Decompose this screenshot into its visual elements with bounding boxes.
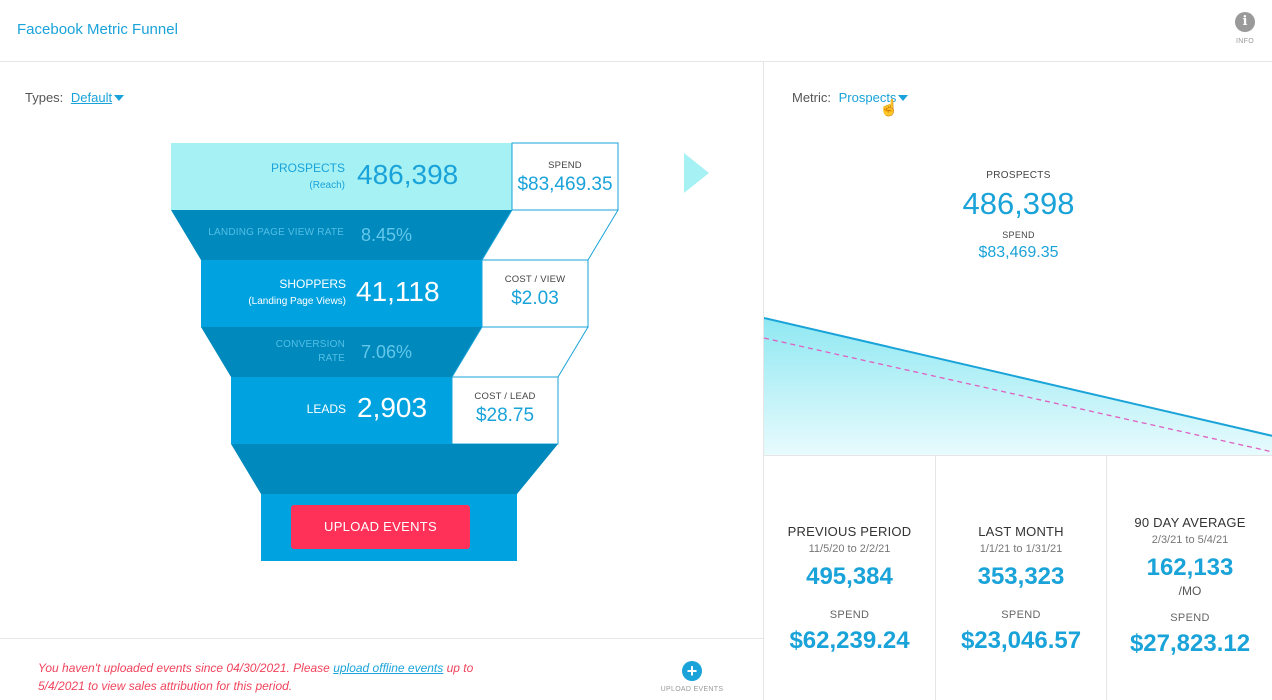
- stat-unit: /MO: [1178, 584, 1202, 598]
- cost-lead-value: $28.75: [475, 405, 535, 426]
- upload-warning-message: You haven't uploaded events since 04/30/…: [38, 659, 488, 695]
- chevron-down-icon[interactable]: [898, 94, 909, 101]
- metric-panel: Metric: Prospects ☝ PROSPECTS 486,398 SP…: [763, 62, 1272, 700]
- funnel-stage-leads: [231, 377, 452, 444]
- stat-spend: $62,239.24: [789, 627, 910, 654]
- trend-chart: [764, 317, 1272, 455]
- funnel-graphic: [171, 142, 619, 561]
- comparison-stats: PREVIOUS PERIOD 11/5/20 to 2/2/21 495,38…: [764, 455, 1272, 700]
- metric-summary: PROSPECTS 486,398 SPEND $83,469.35: [764, 170, 1272, 262]
- trend-average-line: [764, 337, 1272, 453]
- play-arrow-icon[interactable]: [684, 153, 709, 193]
- stat-title: PREVIOUS PERIOD: [787, 524, 912, 539]
- stat-spend-label: SPEND: [1001, 609, 1041, 621]
- chevron-down-icon[interactable]: [114, 94, 125, 101]
- conversion-rate-label: CONVERSION RATE: [245, 338, 345, 366]
- funnel-transition-lpv: [171, 210, 512, 260]
- prospects-value: 486,398: [357, 159, 459, 190]
- info-icon: i: [1235, 12, 1255, 32]
- page-title: Facebook Metric Funnel: [17, 21, 178, 38]
- shoppers-label: SHOPPERS (Landing Page Views): [216, 275, 346, 311]
- stat-spend-label: SPEND: [1170, 612, 1210, 624]
- summary-value: 486,398: [962, 186, 1075, 221]
- trend-line: [764, 317, 1272, 437]
- footer-bar: You haven't uploaded events since 04/30/…: [0, 638, 763, 700]
- stat-value: 495,384: [806, 563, 893, 590]
- metric-dropdown[interactable]: Prospects: [838, 90, 897, 105]
- leads-value: 2,903: [357, 392, 428, 423]
- upload-events-button[interactable]: UPLOAD EVENTS: [291, 505, 470, 549]
- stat-range: 1/1/21 to 1/31/21: [979, 543, 1063, 555]
- leads-side-box: [451, 376, 559, 445]
- leads-label: LEADS: [306, 402, 346, 416]
- stat-value: 162,133: [1146, 554, 1234, 581]
- prospects-spend: SPEND $83,469.35: [512, 160, 618, 196]
- shoppers-side-box: [481, 259, 589, 328]
- funnel-transition-bottom: [231, 444, 558, 494]
- types-dropdown[interactable]: Default: [70, 90, 113, 105]
- stat-spend: $23,046.57: [960, 627, 1082, 654]
- shoppers-cost-view: COST / VIEW $2.03: [482, 274, 588, 310]
- conversion-label-line2: RATE: [318, 353, 345, 364]
- cost-lead-label: COST / LEAD: [474, 391, 536, 402]
- stat-previous-period: PREVIOUS PERIOD 11/5/20 to 2/2/21 495,38…: [764, 456, 935, 700]
- spend-label: SPEND: [548, 160, 582, 171]
- upload-events-icon-button[interactable]: + UPLOAD EVENTS: [650, 661, 734, 693]
- types-label: Types:: [25, 90, 64, 105]
- warning-text-2: up to 5/4/2021 to view sales attribution…: [38, 661, 474, 693]
- summary-label: PROSPECTS: [986, 170, 1051, 181]
- leads-cost-lead: COST / LEAD $28.75: [452, 391, 558, 427]
- metric-selector: Metric: Prospects: [792, 90, 909, 105]
- stat-range: 11/5/20 to 2/2/21: [808, 543, 891, 555]
- stat-last-month: LAST MONTH 1/1/21 to 1/31/21 353,323 SPE…: [935, 456, 1106, 700]
- app-header: Facebook Metric Funnel i INFO: [0, 0, 1272, 62]
- prospects-label-text: PROSPECTS: [270, 161, 345, 175]
- upload-events-mini-label: UPLOAD EVENTS: [660, 686, 724, 693]
- spend-value: $83,469.35: [517, 174, 613, 195]
- funnel-stage-shoppers: [201, 260, 482, 327]
- info-label: INFO: [1236, 38, 1254, 45]
- summary-spend-value: $83,469.35: [978, 244, 1059, 261]
- hand-cursor-icon: ☝: [879, 100, 899, 117]
- conversion-label-line1: CONVERSION: [275, 339, 345, 350]
- warning-text-1: You haven't uploaded events since 04/30/…: [38, 661, 334, 675]
- conversion-rate-value: 7.06%: [361, 342, 413, 362]
- metric-label: Metric:: [792, 90, 831, 105]
- stat-value: 353,323: [977, 563, 1065, 590]
- lpv-rate-value: 8.45%: [361, 225, 413, 245]
- upload-offline-events-link[interactable]: upload offline events: [333, 661, 444, 675]
- summary-spend-label: SPEND: [1002, 230, 1035, 240]
- types-selector: Types: Default: [25, 90, 125, 105]
- funnel-stage-prospects: [171, 143, 512, 210]
- cost-view-label: COST / VIEW: [504, 274, 566, 285]
- info-button[interactable]: i INFO: [1230, 12, 1260, 45]
- stat-spend-label: SPEND: [829, 609, 870, 621]
- funnel-transition-conversion: [201, 327, 482, 377]
- stat-title: 90 DAY AVERAGE: [1134, 515, 1246, 530]
- stat-range: 2/3/21 to 5/4/21: [1151, 534, 1229, 546]
- stat-90-day-average: 90 DAY AVERAGE 2/3/21 to 5/4/21 162,133 …: [1106, 456, 1272, 700]
- funnel-panel: Types: Default PROSPECTS (Reach) 486,398…: [0, 62, 763, 700]
- plus-icon: +: [682, 661, 702, 681]
- prospects-label: PROSPECTS (Reach): [215, 159, 345, 195]
- prospects-sublabel: (Reach): [309, 180, 345, 191]
- stat-title: LAST MONTH: [978, 524, 1064, 539]
- prospects-side-box: [511, 142, 619, 211]
- lpv-rate-label: LANDING PAGE VIEW RATE: [208, 227, 344, 238]
- trend-area: [764, 318, 1272, 455]
- shoppers-sublabel: (Landing Page Views): [248, 296, 346, 307]
- shoppers-value: 41,118: [356, 276, 440, 307]
- cost-view-value: $2.03: [511, 288, 559, 309]
- stat-spend: $27,823.12: [1129, 630, 1251, 657]
- shoppers-label-text: SHOPPERS: [279, 277, 346, 291]
